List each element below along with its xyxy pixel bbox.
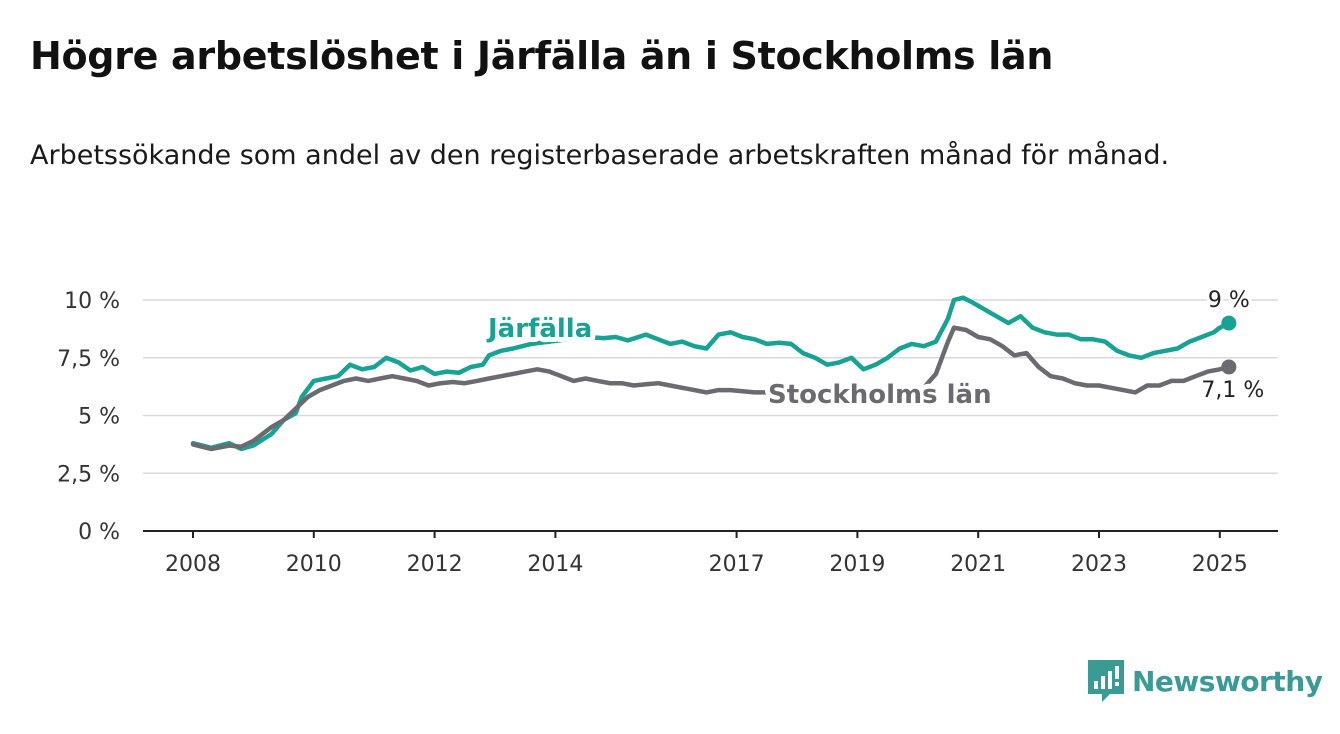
chart-title: Högre arbetslöshet i Järfälla än i Stock… — [30, 34, 1054, 78]
axes: 0 % 2,5 % 5 % 7,5 % 10 % 2008 2010 2012 2014 2017… — [57, 289, 1278, 577]
series-line — [190, 325, 1232, 452]
x-tick-label: 2023 — [1071, 552, 1127, 577]
series-end-dot — [1221, 359, 1237, 375]
grid-lines — [143, 299, 1278, 474]
series-lines — [190, 295, 1237, 452]
series-name-label: Järfälla — [486, 314, 592, 344]
y-tick-label: 2,5 % — [57, 462, 120, 487]
x-tick-label: 2014 — [527, 552, 583, 577]
x-tick-label: 2010 — [286, 552, 342, 577]
brand-name: Newsworthy — [1132, 664, 1323, 698]
series-end-value-label: 7,1 % — [1201, 378, 1264, 403]
x-tick-label: 2019 — [829, 552, 885, 577]
series-labels: Järfälla 9 % Stockholms län 7,1 % — [481, 285, 1267, 415]
x-tick-label: 2008 — [165, 552, 221, 577]
series-end-dot — [1221, 315, 1237, 331]
newsworthy-logo-icon — [1088, 660, 1124, 702]
x-tick-label: 2025 — [1192, 552, 1248, 577]
y-tick-label: 7,5 % — [57, 347, 120, 372]
series-line — [190, 295, 1232, 452]
series-name-label: Stockholms län — [768, 380, 992, 410]
x-tick-label: 2012 — [407, 552, 463, 577]
y-tick-label: 5 % — [78, 405, 120, 430]
newsworthy-logo: Newsworthy — [1088, 660, 1323, 702]
series-end-value-label: 9 % — [1208, 288, 1250, 313]
y-tick-label: 10 % — [64, 289, 120, 314]
chart-subtitle: Arbetssökande som andel av den registerb… — [30, 140, 1170, 171]
y-tick-label: 0 % — [78, 520, 120, 545]
x-tick-label: 2021 — [950, 552, 1006, 577]
x-tick-label: 2017 — [709, 552, 765, 577]
